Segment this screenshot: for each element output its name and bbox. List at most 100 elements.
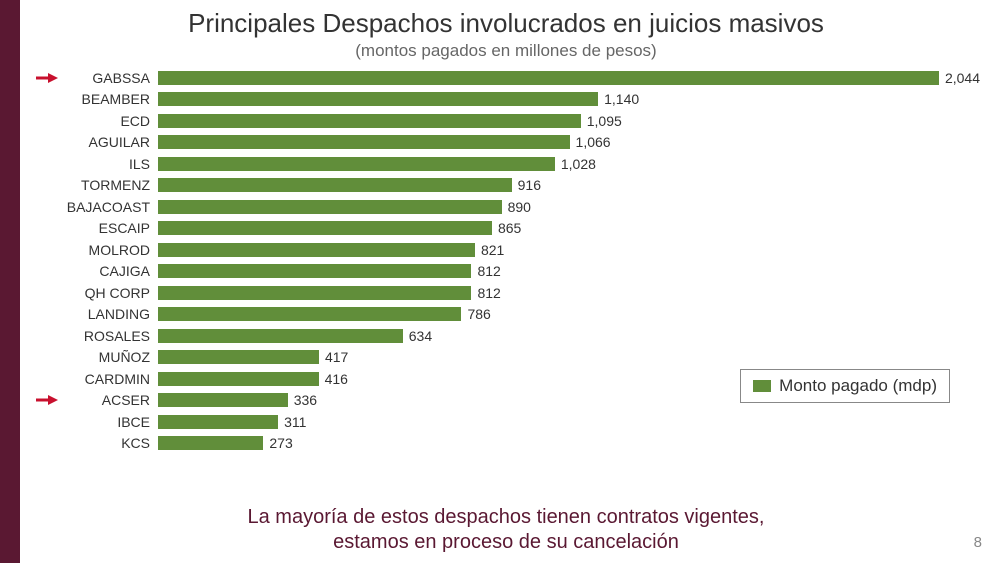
bar <box>158 286 471 300</box>
category-label: MOLROD <box>58 242 158 258</box>
bar-track: 1,140 <box>158 89 980 111</box>
bar <box>158 436 263 450</box>
footer-note: La mayoría de estos despachos tienen con… <box>32 505 980 555</box>
category-label: MUÑOZ <box>58 349 158 365</box>
chart-title: Principales Despachos involucrados en ju… <box>32 8 980 39</box>
bar-row: KCS 273 <box>32 433 980 455</box>
value-label: 1,066 <box>576 134 611 150</box>
bar-row: ILS 1,028 <box>32 153 980 175</box>
value-label: 865 <box>498 220 521 236</box>
footer-line-1: La mayoría de estos despachos tienen con… <box>248 506 765 528</box>
bar-track: 812 <box>158 282 980 304</box>
value-label: 1,140 <box>604 91 639 107</box>
bar-row: QH CORP 812 <box>32 282 980 304</box>
value-label: 890 <box>508 199 531 215</box>
category-label: ROSALES <box>58 328 158 344</box>
bar <box>158 350 319 364</box>
bar-track: 916 <box>158 175 980 197</box>
bar-track: 812 <box>158 261 980 283</box>
chart-subtitle: (montos pagados en millones de pesos) <box>32 41 980 61</box>
bar-track: 821 <box>158 239 980 261</box>
bar-row: CAJIGA 812 <box>32 261 980 283</box>
bar <box>158 135 570 149</box>
legend-swatch <box>753 380 771 392</box>
value-label: 812 <box>477 285 500 301</box>
footer-line-2: estamos en proceso de su cancelación <box>333 531 679 553</box>
category-label: IBCE <box>58 414 158 430</box>
bar <box>158 307 461 321</box>
bar <box>158 329 403 343</box>
value-label: 821 <box>481 242 504 258</box>
category-label: LANDING <box>58 306 158 322</box>
bar-row: MUÑOZ 417 <box>32 347 980 369</box>
bar-row: ESCAIP 865 <box>32 218 980 240</box>
category-label: ECD <box>58 113 158 129</box>
left-accent-band <box>0 0 20 563</box>
bar-track: 1,028 <box>158 153 980 175</box>
legend-label: Monto pagado (mdp) <box>779 376 937 396</box>
bar <box>158 92 598 106</box>
category-label: GABSSA <box>58 70 158 86</box>
value-label: 2,044 <box>945 70 980 86</box>
value-label: 812 <box>477 263 500 279</box>
arrow-cell <box>32 394 58 406</box>
bar <box>158 157 555 171</box>
value-label: 336 <box>294 392 317 408</box>
bar-track: 1,095 <box>158 110 980 132</box>
category-label: TORMENZ <box>58 177 158 193</box>
bar <box>158 71 939 85</box>
bar-track: 2,044 <box>158 67 980 89</box>
bar <box>158 114 581 128</box>
category-label: KCS <box>58 435 158 451</box>
bar-track: 865 <box>158 218 980 240</box>
bar-row: MOLROD 821 <box>32 239 980 261</box>
bar <box>158 178 512 192</box>
bar-row: BEAMBER 1,140 <box>32 89 980 111</box>
highlight-arrow-icon <box>36 72 58 84</box>
chart-legend: Monto pagado (mdp) <box>740 369 950 403</box>
category-label: BEAMBER <box>58 91 158 107</box>
bar <box>158 372 319 386</box>
value-label: 786 <box>467 306 490 322</box>
bar <box>158 243 475 257</box>
arrow-cell <box>32 72 58 84</box>
category-label: QH CORP <box>58 285 158 301</box>
category-label: AGUILAR <box>58 134 158 150</box>
bar <box>158 200 502 214</box>
bar-track: 1,066 <box>158 132 980 154</box>
value-label: 634 <box>409 328 432 344</box>
bar-row: BAJACOAST 890 <box>32 196 980 218</box>
bar-row: ECD1,095 <box>32 110 980 132</box>
bar <box>158 415 278 429</box>
bar-row: TORMENZ 916 <box>32 175 980 197</box>
value-label: 916 <box>518 177 541 193</box>
category-label: CAJIGA <box>58 263 158 279</box>
slide-body: Principales Despachos involucrados en ju… <box>20 0 1000 563</box>
highlight-arrow-icon <box>36 394 58 406</box>
bar <box>158 221 492 235</box>
bar-track: 273 <box>158 433 980 455</box>
category-label: ESCAIP <box>58 220 158 236</box>
value-label: 417 <box>325 349 348 365</box>
value-label: 273 <box>269 435 292 451</box>
bar-row: AGUILAR 1,066 <box>32 132 980 154</box>
value-label: 416 <box>325 371 348 387</box>
value-label: 1,028 <box>561 156 596 172</box>
category-label: CARDMIN <box>58 371 158 387</box>
category-label: ILS <box>58 156 158 172</box>
bar-row: IBCE 311 <box>32 411 980 433</box>
bar-track: 786 <box>158 304 980 326</box>
bar-track: 890 <box>158 196 980 218</box>
chart-area: GABSSA2,044BEAMBER1,140ECD1,095AGUILAR1,… <box>32 67 980 499</box>
bar-row: ROSALES 634 <box>32 325 980 347</box>
bar-row: LANDING 786 <box>32 304 980 326</box>
category-label: BAJACOAST <box>58 199 158 215</box>
bar <box>158 393 288 407</box>
horizontal-bar-chart: GABSSA2,044BEAMBER1,140ECD1,095AGUILAR1,… <box>32 67 980 499</box>
bar-track: 634 <box>158 325 980 347</box>
bar-row: GABSSA 2,044 <box>32 67 980 89</box>
value-label: 311 <box>284 414 306 430</box>
category-label: ACSER <box>58 392 158 408</box>
page-number: 8 <box>974 534 982 551</box>
bar <box>158 264 471 278</box>
